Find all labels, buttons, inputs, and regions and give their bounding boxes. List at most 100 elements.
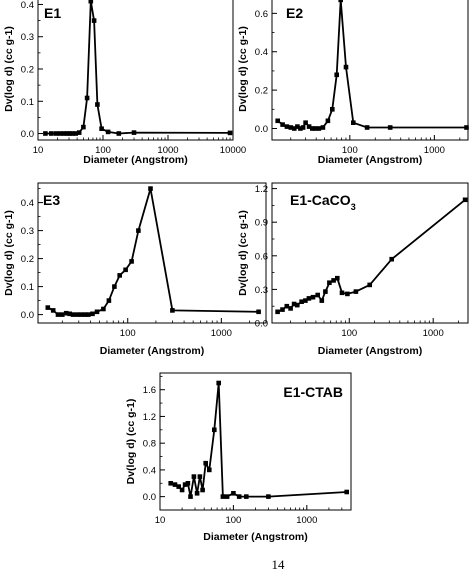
e3-data-point bbox=[86, 312, 91, 317]
e1-data-point bbox=[88, 0, 94, 4]
e1-ctab-data-point bbox=[203, 460, 208, 466]
e1-ctab-y-tick-label: 0.8 bbox=[143, 439, 156, 450]
e3-y-tick-label: 0.2 bbox=[21, 254, 34, 265]
panel-e2: 100 1000 0.0 0.2 0.4 0.6 Diameter (Angstrom) Dv… bbox=[237, 0, 469, 166]
e2-data-point bbox=[292, 126, 297, 131]
e2-data-point bbox=[364, 125, 370, 130]
e1-caco3-data-point bbox=[291, 301, 297, 307]
e1-y-tick-label: 0.1 bbox=[21, 97, 34, 108]
e1-ctab-data-point bbox=[212, 427, 217, 433]
e1-x-tick-label: 100 bbox=[95, 145, 111, 156]
e3-data-point bbox=[55, 312, 61, 317]
e1-caco3-data-point bbox=[345, 291, 350, 297]
e2-data-point bbox=[320, 125, 326, 130]
e3-panel-title: E3 bbox=[43, 192, 60, 208]
e2-data-point bbox=[295, 124, 300, 129]
e1-caco3-data-point bbox=[306, 296, 312, 301]
e3-data-point bbox=[50, 308, 56, 313]
e1-caco3-data-point bbox=[323, 289, 328, 294]
e1-data-point bbox=[64, 131, 70, 136]
e1-ctab-data-point bbox=[191, 474, 197, 479]
e1-ctab-data-point bbox=[200, 487, 205, 493]
e2-data-point bbox=[387, 125, 393, 130]
e1-ctab-x-axis-label: Diameter (Angstrom) bbox=[203, 531, 307, 543]
e3-data-point bbox=[45, 305, 51, 310]
e1-caco3-data-point bbox=[275, 309, 280, 315]
e1-data-point bbox=[227, 130, 233, 136]
e1-data-point bbox=[81, 124, 86, 130]
e3-x-tick-label: 1000 bbox=[211, 328, 232, 339]
e1-data-point bbox=[70, 131, 75, 136]
e1-caco3-x-tick-label: 100 bbox=[341, 328, 357, 339]
panel-e1: 10 100 1000 10000 0.0 0.1 0.2 0.3 0.4 Diameter (A… bbox=[3, 0, 246, 166]
e2-data-point bbox=[338, 0, 343, 3]
e1-ctab-data-point bbox=[176, 484, 181, 489]
e1-ctab-data-point bbox=[194, 491, 200, 496]
e3-data-point bbox=[117, 273, 122, 278]
e1-y-tick-label: 0.4 bbox=[21, 0, 34, 11]
e1-panel-title: E1 bbox=[44, 5, 61, 21]
e1-caco3-y-axis-label: Dv(log d) (cc g-1) bbox=[237, 210, 249, 296]
e1-caco3-data-point bbox=[353, 289, 359, 294]
e1-ctab-data-point bbox=[168, 481, 173, 486]
e1-caco3-data-point bbox=[335, 275, 340, 281]
e1-data-point bbox=[116, 131, 122, 136]
e3-series-line bbox=[47, 187, 259, 316]
panel-e1-caco3: 100 1000 0.0 0.3 0.6 0.9 1.2 Diameter (Angstrom… bbox=[237, 182, 469, 357]
e1-caco3-y-tick-label: 0.3 bbox=[255, 285, 268, 296]
e1-caco3-data-point bbox=[310, 294, 316, 300]
e2-data-point bbox=[343, 64, 349, 70]
e3-data-point bbox=[63, 310, 69, 316]
e1-caco3-x-axis-label: Diameter (Angstrom) bbox=[318, 345, 422, 357]
e2-data-point bbox=[275, 118, 280, 124]
e2-data-point bbox=[330, 107, 335, 112]
e1-caco3-y-tick-label: 1.2 bbox=[255, 184, 268, 195]
e3-data-point bbox=[148, 186, 153, 191]
e1-caco3-plot-frame bbox=[271, 182, 469, 324]
e1-y-tick-label: 0.3 bbox=[21, 32, 34, 43]
e1-data-point bbox=[131, 130, 137, 135]
e1-series-line bbox=[45, 0, 231, 135]
e2-data-point bbox=[316, 126, 322, 131]
e1-ctab-data-point bbox=[188, 494, 193, 499]
e3-data-point bbox=[94, 309, 100, 315]
e2-series-line bbox=[277, 0, 467, 130]
e1-ctab-panel-title: E1-CTAB bbox=[283, 384, 343, 400]
e2-data-point bbox=[310, 126, 315, 131]
e1-caco3-y-tick-label: 0.0 bbox=[255, 319, 268, 330]
e1-ctab-y-tick-label: 1.6 bbox=[143, 385, 156, 396]
e2-data-point bbox=[303, 120, 308, 125]
e1-ctab-x-tick-label: 100 bbox=[225, 515, 241, 526]
e1-caco3-data-point bbox=[367, 282, 372, 288]
e1-caco3-y-tick-label: 0.9 bbox=[255, 218, 268, 229]
e3-y-tick-label: 0.3 bbox=[21, 226, 34, 237]
e1-caco3-data-point bbox=[315, 292, 320, 298]
panel-e1-ctab: 10 100 1000 0.0 0.4 0.8 1.2 1.6 Diameter (Angstr… bbox=[125, 372, 352, 543]
e3-data-point bbox=[170, 308, 175, 313]
e2-data-point bbox=[351, 120, 356, 125]
e1-ctab-data-point bbox=[172, 482, 178, 487]
e1-caco3-data-point bbox=[389, 256, 394, 262]
e1-data-point bbox=[91, 18, 97, 23]
e3-data-point bbox=[60, 312, 65, 317]
e2-data-point bbox=[300, 125, 306, 130]
e1-caco3-y-tick-label: 0.6 bbox=[255, 251, 268, 262]
e1-caco3-data-point bbox=[295, 302, 300, 308]
e1-x-tick-label: 10000 bbox=[220, 145, 246, 156]
e2-x-tick-label: 100 bbox=[342, 145, 358, 156]
e1-ctab-y-axis-label: Dv(log d) (cc g-1) bbox=[125, 399, 137, 485]
e3-data-point bbox=[75, 312, 80, 317]
e3-data-point bbox=[256, 309, 261, 315]
e2-data-point bbox=[334, 72, 339, 78]
e3-data-point bbox=[101, 306, 106, 312]
e1-caco3-data-point bbox=[327, 280, 332, 285]
e1-caco3-data-point bbox=[299, 299, 304, 304]
e3-y-tick-label: 0.4 bbox=[21, 198, 34, 209]
e3-data-point bbox=[129, 259, 134, 264]
e1-data-point bbox=[58, 131, 63, 136]
e1-ctab-data-point bbox=[236, 494, 242, 499]
panel-e3: 100 1000 0.0 0.1 0.2 0.3 0.4 Diameter (Angstrom… bbox=[3, 182, 267, 357]
e1-data-point bbox=[49, 131, 54, 136]
e2-data-point bbox=[306, 124, 312, 129]
